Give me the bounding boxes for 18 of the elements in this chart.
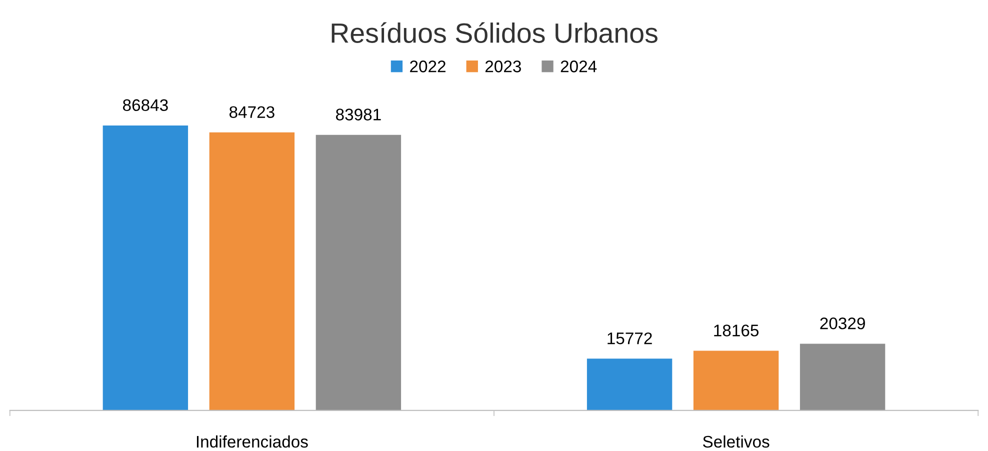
x-tick-label: Indiferenciados (196, 435, 308, 448)
data-label: 18165 (714, 324, 759, 336)
bar (209, 132, 295, 410)
data-label: 15772 (608, 332, 652, 344)
data-label: 83981 (336, 108, 381, 120)
data-label: 84723 (229, 106, 274, 118)
data-label: 20329 (820, 318, 865, 330)
bar (586, 358, 672, 410)
legend-label: 2024 (560, 60, 597, 72)
bar (102, 125, 188, 410)
bar (693, 350, 779, 410)
data-label: 86843 (122, 99, 168, 112)
legend-label: 2023 (485, 60, 521, 72)
x-tick-label: Seletivos (703, 435, 770, 448)
chart-title: Resíduos Sólidos Urbanos (332, 22, 658, 43)
legend-label: 2022 (410, 60, 446, 72)
bar (316, 134, 402, 410)
bar (800, 344, 886, 410)
